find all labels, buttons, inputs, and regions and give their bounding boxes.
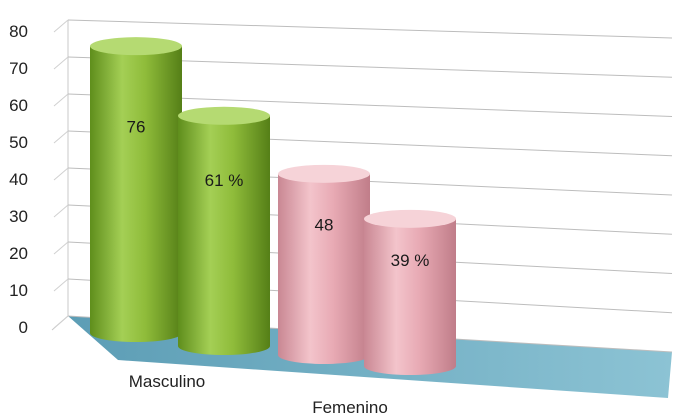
- side-gridline: [53, 93, 69, 107]
- side-gridline: [53, 278, 69, 292]
- data-label: 76: [127, 117, 146, 136]
- data-label: 48: [315, 216, 334, 235]
- bar-masculino-1: 61 %: [178, 106, 270, 355]
- category-label-femenino: Femenino: [312, 398, 388, 417]
- y-tick-label: 40: [9, 170, 28, 189]
- gridline: [67, 19, 673, 39]
- category-labels: Masculino Femenino: [129, 372, 388, 417]
- y-tick-label: 10: [9, 281, 28, 300]
- bar-body: [178, 115, 270, 355]
- bar-femenino-3: 39 %: [364, 209, 456, 375]
- data-label: 39 %: [391, 251, 430, 270]
- bar-body: [364, 218, 456, 375]
- side-gridline: [53, 167, 69, 181]
- side-gridline: [53, 130, 69, 144]
- side-gridline: [53, 19, 69, 33]
- y-tick-label: 0: [19, 318, 28, 337]
- bar-top: [90, 37, 182, 56]
- bar-body: [278, 173, 370, 364]
- side-gridline: [53, 56, 69, 70]
- side-gridline: [53, 241, 69, 255]
- bar-top: [178, 106, 270, 125]
- side-gridline: [53, 315, 69, 329]
- bars: 76 61 % 48 39 %: [90, 37, 456, 375]
- y-axis-ticks: 0 10 20 30 40 50 60 70 80: [9, 22, 28, 337]
- side-gridline: [53, 204, 69, 218]
- bar-top: [278, 164, 370, 183]
- bar-body: [90, 46, 182, 343]
- y-tick-label: 20: [9, 244, 28, 263]
- y-tick-label: 50: [9, 133, 28, 152]
- y-tick-label: 80: [9, 22, 28, 41]
- y-tick-label: 30: [9, 207, 28, 226]
- category-label-masculino: Masculino: [129, 372, 206, 391]
- y-tick-label: 60: [9, 96, 28, 115]
- bar-masculino-0: 76: [90, 37, 182, 343]
- data-label: 61 %: [205, 171, 244, 190]
- bar-top: [364, 209, 456, 228]
- y-tick-label: 70: [9, 59, 28, 78]
- bar-femenino-2: 48: [278, 164, 370, 364]
